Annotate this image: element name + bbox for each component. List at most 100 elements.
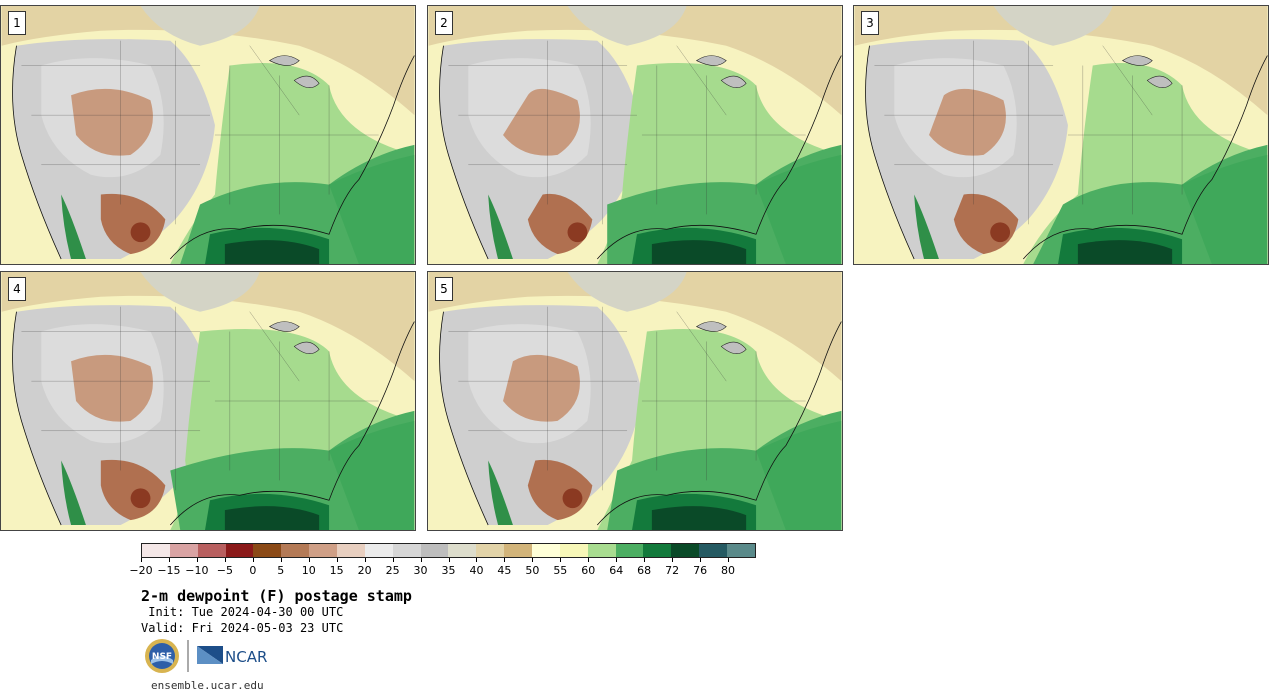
colorbar-swatch xyxy=(448,544,477,557)
colorbar-tick xyxy=(616,558,618,562)
colorbar-tick xyxy=(168,558,170,562)
colorbar-tick-label: 25 xyxy=(385,564,400,577)
colorbar-swatch xyxy=(337,544,365,557)
panel-number-2: 2 xyxy=(435,11,453,35)
great-lakes xyxy=(720,75,747,88)
colorbar-tick-label: −20 xyxy=(129,564,153,577)
state-boundary xyxy=(249,45,300,116)
atlantic-region xyxy=(756,154,842,264)
colorbar-swatch xyxy=(142,544,170,557)
canada-grey-region xyxy=(567,272,687,312)
coastline xyxy=(12,311,62,526)
colorbar-swatch xyxy=(392,544,421,557)
colorbar-swatch xyxy=(559,544,588,557)
great-lakes xyxy=(293,341,320,354)
very-dry-spot xyxy=(567,222,588,243)
coastline xyxy=(169,55,415,260)
dewpoint-map-1 xyxy=(1,6,415,264)
colorbar-tick xyxy=(700,558,702,562)
great-lakes xyxy=(720,341,747,354)
colorbar-tick-labels: −20 −15 −10 −5 0 5 10 15 20 25 30 35 40 45 50 55 60 64 68 7… xyxy=(129,558,756,578)
colorbar-tick-label: 68 xyxy=(637,564,652,577)
canada-grey-region xyxy=(140,272,260,312)
colorbar-tick xyxy=(504,558,506,562)
colorbar-tick-label: −10 xyxy=(185,564,209,577)
atlantic-region xyxy=(1182,154,1268,264)
map-panel-5[interactable]: 5 xyxy=(427,271,843,531)
canada-region xyxy=(428,6,842,116)
colorbar-tick-label: 35 xyxy=(441,564,456,577)
colorbar-swatch xyxy=(615,544,644,557)
atlantic-region xyxy=(756,420,842,530)
baja-coast-region xyxy=(61,460,86,526)
colorbar-swatch xyxy=(225,544,254,557)
colorbar-tick xyxy=(672,558,674,562)
colorbar-tick-label: 64 xyxy=(609,564,624,577)
colorbar-swatch xyxy=(671,544,700,557)
canada-grey-region xyxy=(140,6,260,46)
desert-dry-region xyxy=(100,193,166,255)
colorbar-tick xyxy=(308,558,310,562)
colorbar-swatch xyxy=(532,544,560,557)
very-dry-spot xyxy=(990,222,1011,243)
colorbar-swatch xyxy=(587,544,616,557)
coastline xyxy=(1022,55,1268,260)
colorbar-tick xyxy=(532,558,534,562)
colorbar-tick xyxy=(392,558,394,562)
colorbar-swatch xyxy=(281,544,310,557)
colorbar-tick xyxy=(560,558,562,562)
valid-time: Valid: Fri 2024-05-03 23 UTC xyxy=(141,621,344,635)
panel-number-4: 4 xyxy=(8,277,26,301)
state-boundary xyxy=(676,45,727,116)
baja-coast-region xyxy=(61,194,86,260)
colorbar-tick-label: 0 xyxy=(249,564,257,577)
website-url[interactable]: ensemble.ucar.edu xyxy=(151,679,264,692)
canada-region xyxy=(1,272,415,382)
ncar-logo: NCAR xyxy=(197,646,267,666)
colorbar-tick-label: 20 xyxy=(357,564,372,577)
canada-region xyxy=(428,272,842,382)
colorbar-tick xyxy=(336,558,338,562)
dewpoint-map-5 xyxy=(428,272,842,530)
very-dry-spot xyxy=(130,488,151,509)
colorbar-tick-label: 5 xyxy=(277,564,285,577)
map-panel-3[interactable]: 3 xyxy=(853,5,1269,265)
state-boundary xyxy=(249,311,300,382)
great-lakes xyxy=(293,75,320,88)
great-lakes xyxy=(1146,75,1173,88)
coastline xyxy=(169,321,415,526)
canada-grey-region xyxy=(993,6,1113,46)
dry-region xyxy=(929,88,1006,156)
colorbar-tick-label: 45 xyxy=(497,564,512,577)
desert-dry-region xyxy=(100,459,166,521)
colorbar-tick-label: 40 xyxy=(469,564,484,577)
baja-coast-region xyxy=(488,194,513,260)
colorbar-tick xyxy=(141,558,142,562)
colorbar-tick-label: 76 xyxy=(693,564,708,577)
gulf-deep-region xyxy=(651,506,747,530)
colorbar-tick-label: 55 xyxy=(553,564,568,577)
canada-grey-region xyxy=(567,6,687,46)
colorbar-tick-label: 15 xyxy=(329,564,344,577)
colorbar-swatch xyxy=(309,544,338,557)
map-panel-4[interactable]: 4 xyxy=(0,271,416,531)
init-time: Init: Tue 2024-04-30 00 UTC xyxy=(141,605,344,619)
nsf-logo: NSF xyxy=(145,639,179,673)
map-panel-2[interactable]: 2 xyxy=(427,5,843,265)
colorbar-tick-label: 80 xyxy=(721,564,736,577)
map-panel-1[interactable]: 1 xyxy=(0,5,416,265)
gulf-deep-region xyxy=(224,506,320,530)
colorbar-swatch xyxy=(504,544,533,557)
colorbar-swatch xyxy=(197,544,226,557)
dry-region xyxy=(503,354,580,422)
great-lakes xyxy=(1121,55,1153,66)
colorbar-swatch xyxy=(364,544,393,557)
colorbar-tick xyxy=(224,558,226,562)
gulf-deep-region xyxy=(224,240,320,264)
atlantic-region xyxy=(329,154,415,264)
colorbar-tick xyxy=(588,558,590,562)
svg-text:NCAR: NCAR xyxy=(225,648,267,666)
svg-text:NSF: NSF xyxy=(152,652,172,662)
dry-region xyxy=(71,88,153,156)
baja-coast-region xyxy=(488,460,513,526)
